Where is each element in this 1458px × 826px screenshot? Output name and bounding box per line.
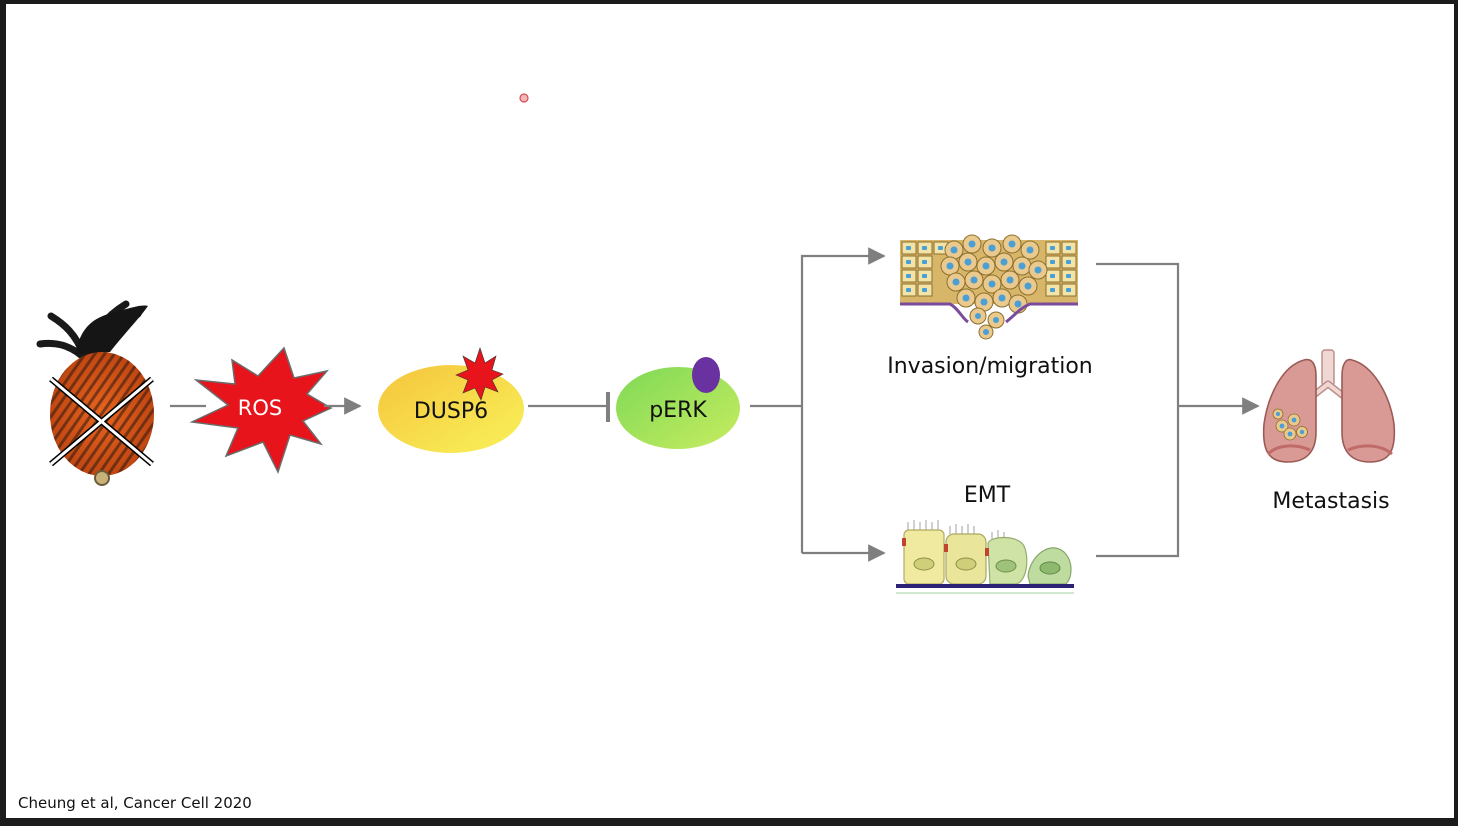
knockout-cross-icon — [49, 376, 154, 467]
convergence-connector — [1096, 262, 1260, 558]
phosphate-icon — [692, 357, 720, 393]
ros-burst: ROS — [189, 346, 333, 474]
branch-connector — [750, 247, 886, 562]
perk-label: pERK — [649, 398, 707, 423]
slide: ROS DUSP6 pERK — [6, 4, 1454, 818]
ros-label: ROS — [238, 396, 282, 420]
emt-label: EMT — [964, 483, 1011, 508]
citation: Cheung et al, Cancer Cell 2020 — [18, 794, 252, 812]
cursor-dot — [519, 93, 529, 103]
perk-node: pERK — [616, 357, 740, 449]
invasion-migration-label: Invasion/migration — [887, 354, 1093, 379]
dusp6-label: DUSP6 — [414, 399, 488, 424]
epithelial-invasion-icon — [900, 234, 1078, 340]
emt-cells-icon — [896, 520, 1074, 594]
inhibition-dusp6-perk — [528, 392, 610, 422]
metastasis-label: Metastasis — [1272, 489, 1389, 514]
pathway-diagram: ROS DUSP6 pERK — [36, 93, 1396, 594]
dusp6-node: DUSP6 — [378, 347, 524, 453]
oxidation-burst-icon — [455, 347, 504, 401]
lungs-icon — [1262, 349, 1396, 463]
